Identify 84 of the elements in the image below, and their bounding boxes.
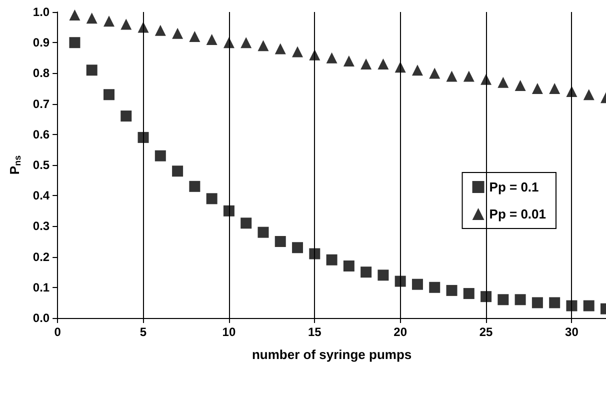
point <box>120 18 132 30</box>
point <box>292 46 304 58</box>
point <box>566 300 578 312</box>
point <box>120 110 132 122</box>
point <box>463 288 474 300</box>
y-tick-label: 0.3 <box>32 219 50 234</box>
point <box>223 205 234 216</box>
y-tick-label: 0.5 <box>32 158 50 172</box>
point <box>69 10 80 21</box>
point <box>172 166 184 177</box>
point <box>360 266 372 278</box>
point <box>446 70 458 82</box>
y-tick-label: 0.1 <box>32 280 50 294</box>
point <box>172 28 184 39</box>
point <box>292 242 304 254</box>
point <box>514 294 526 306</box>
point <box>412 278 423 290</box>
point <box>223 37 234 48</box>
y-tick-label: 0.6 <box>32 127 50 142</box>
point <box>429 68 440 79</box>
point <box>498 76 509 88</box>
x-tick-label: 30 <box>565 325 579 339</box>
point <box>412 64 423 76</box>
point <box>326 52 338 64</box>
point <box>138 132 149 143</box>
point <box>378 58 389 70</box>
y-tick-label: 0.0 <box>32 311 50 325</box>
point <box>240 218 252 229</box>
x-tick-label: 0 <box>54 325 62 339</box>
point <box>138 22 149 33</box>
point <box>549 83 560 94</box>
point <box>258 40 269 52</box>
point <box>583 300 594 312</box>
point <box>532 297 543 308</box>
point <box>429 282 440 293</box>
y-tick-label: 1.0 <box>32 5 50 19</box>
point <box>394 62 406 73</box>
x-tick-label: 15 <box>308 325 322 339</box>
point <box>309 248 320 260</box>
point <box>274 236 286 247</box>
point <box>154 150 166 162</box>
point <box>86 64 98 76</box>
point <box>86 12 98 24</box>
y-axis-title: Pns <box>7 155 22 175</box>
point <box>326 254 338 266</box>
point <box>446 284 458 296</box>
point <box>532 83 543 94</box>
point <box>378 270 389 281</box>
point <box>103 16 114 27</box>
x-tick-label: 25 <box>479 325 494 339</box>
point <box>69 37 80 48</box>
x-tick-label: 10 <box>222 325 236 339</box>
legend-label: Pp = 0.01 <box>489 206 546 222</box>
point <box>480 74 492 85</box>
point <box>258 226 269 238</box>
x-tick-label: 20 <box>394 325 408 339</box>
point <box>549 297 560 308</box>
point <box>274 43 286 54</box>
point <box>480 291 492 302</box>
point <box>360 58 372 70</box>
point <box>514 80 526 91</box>
point <box>206 34 218 46</box>
point <box>394 276 406 287</box>
point <box>498 294 509 306</box>
point <box>566 86 578 98</box>
y-tick-label: 0.7 <box>32 96 50 111</box>
point <box>309 49 320 60</box>
y-tick-label: 0.2 <box>32 250 50 264</box>
point <box>240 37 252 48</box>
x-tick-label: 5 <box>140 325 147 339</box>
point <box>343 55 354 66</box>
point <box>154 24 166 36</box>
point <box>206 193 218 204</box>
legend-label: Pp = 0.1 <box>489 180 539 194</box>
x-axis-title: number of syringe pumps <box>252 347 412 362</box>
y-tick-label: 0.9 <box>32 36 50 50</box>
y-tick-label: 0.4 <box>32 188 50 203</box>
point <box>189 30 200 42</box>
y-tick-label: 0.8 <box>32 66 50 80</box>
point <box>343 260 354 272</box>
point <box>103 89 114 100</box>
point <box>463 70 474 82</box>
point <box>189 180 200 192</box>
point <box>583 89 594 100</box>
